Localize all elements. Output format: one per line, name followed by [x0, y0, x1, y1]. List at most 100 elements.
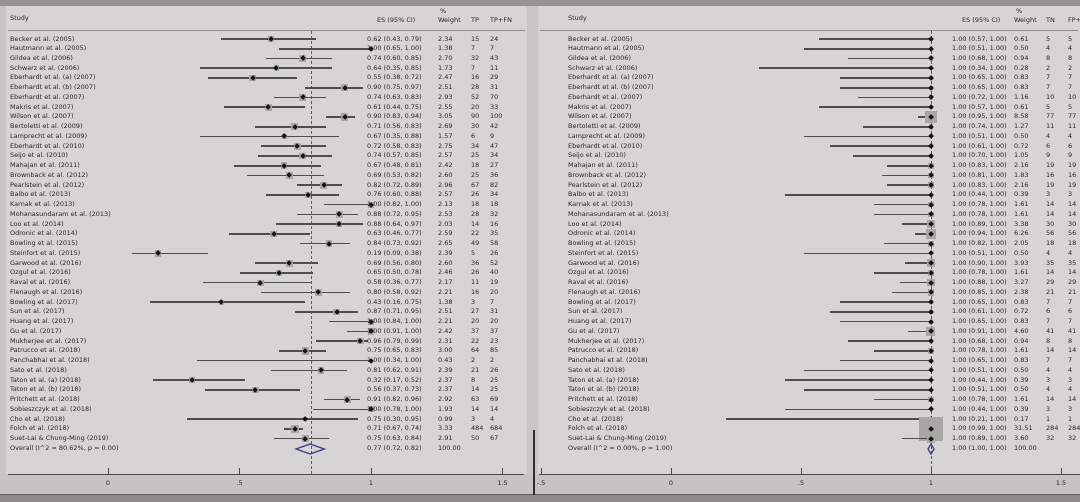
ci-line: [299, 242, 350, 245]
ci-line: [297, 213, 358, 216]
weight-value: 0.83: [1014, 73, 1029, 82]
weight-value: 2.51: [438, 83, 453, 92]
es-ci-value: 1.00 (0.65, 1.00): [367, 44, 422, 53]
n2-value: 5: [1068, 102, 1073, 111]
n2-value: 26: [490, 365, 499, 374]
panel-bg-left: [6, 6, 527, 474]
n2-value: 684: [490, 424, 503, 433]
es-ci-value: 0.32 (0.17, 0.52): [367, 375, 422, 384]
n1-value: 7: [471, 44, 476, 53]
weight-value: 2.53: [438, 209, 453, 218]
weight-value: 1.83: [1014, 170, 1029, 179]
n2-value: 29: [490, 73, 499, 82]
ci-line: [152, 379, 245, 381]
n1-value: 9: [1046, 151, 1051, 160]
study-label: Raval et al. (2016): [10, 278, 71, 287]
header-rule-right: [540, 30, 1078, 31]
study-label: Bertoletti et al. (2009): [10, 122, 83, 131]
x-axis-tick-label: 1.5: [497, 479, 508, 487]
ci-line: [234, 164, 322, 167]
ci-line: [873, 213, 931, 216]
weight-value: 31.51: [1014, 424, 1033, 433]
es-ci-value: 1.00 (0.51, 1.00): [952, 131, 1007, 140]
n1-value: 18: [1046, 239, 1055, 248]
n1-value: 5: [471, 248, 476, 257]
n1-value: 20: [471, 102, 480, 111]
study-label: Odronic et al. (2014): [568, 229, 636, 238]
n2-value: 52: [490, 258, 499, 267]
ci-line: [197, 359, 371, 362]
weight-value: 2.16: [1014, 180, 1029, 189]
ci-line: [886, 164, 931, 167]
es-ci-value: 1.00 (0.51, 1.00): [952, 365, 1007, 374]
n2-value: 41: [1068, 326, 1077, 335]
ci-line: [265, 57, 332, 60]
n2-value: 9: [490, 131, 495, 140]
overall-diamond: [927, 442, 935, 455]
n2-value: 11: [1068, 122, 1077, 131]
top-strip: [0, 0, 1080, 6]
weight-value: 0.39: [1014, 190, 1029, 199]
ci-line: [255, 125, 327, 128]
x-axis-tick-label: .5: [797, 479, 805, 487]
study-label: Loo et al. (2014): [10, 219, 64, 228]
x-axis-tick-label: 0: [105, 479, 111, 487]
es-ci-value: 0.75 (0.30, 0.95): [367, 414, 422, 423]
n1-value: 7: [1046, 317, 1051, 326]
es-ci-value: 1.00 (0.65, 1.00): [952, 73, 1007, 82]
ci-line: [202, 281, 311, 284]
n1-value: 7: [1046, 297, 1051, 306]
x-axis-tick-label: .5: [236, 479, 243, 487]
study-label: Odronic et al. (2014): [10, 229, 78, 238]
es-ci-value: 0.63 (0.46, 0.77): [367, 229, 422, 238]
es-ci-value: 1.00 (0.61, 1.00): [952, 307, 1007, 316]
n1-value: 14: [471, 404, 480, 413]
col-header-weight-pct: %: [1016, 7, 1023, 15]
ci-line: [323, 203, 371, 206]
study-label: Sato et al. (2018): [568, 365, 625, 374]
n2-value: 7: [1068, 297, 1073, 306]
footer-rule: [0, 494, 1080, 495]
study-label: Bowling et al. (2015): [568, 239, 636, 248]
n2-value: 77: [1068, 112, 1077, 121]
x-axis-tick: [930, 468, 932, 474]
study-label: Wilson et al. (2007): [10, 112, 74, 121]
weight-value: 2.39: [438, 248, 453, 257]
n2-value: 27: [490, 161, 499, 170]
weight-value: 2.05: [1014, 239, 1029, 248]
col-header-n2: TP+FN: [490, 16, 512, 24]
es-ci-value: 0.69 (0.53, 0.82): [367, 170, 422, 179]
n2-value: 7: [490, 297, 495, 306]
n1-value: 26: [471, 268, 480, 277]
ci-line: [273, 437, 329, 440]
study-label: Taton et al. (b) (2018): [10, 385, 82, 394]
es-ci-value: 0.81 (0.62, 0.91): [367, 365, 422, 374]
ci-line: [785, 408, 931, 411]
es-ci-value: 0.90 (0.75, 0.97): [367, 83, 422, 92]
n2-value: 14: [1068, 209, 1077, 218]
es-ci-value: 0.91 (0.82, 0.96): [367, 395, 422, 404]
ci-line: [305, 86, 364, 89]
weight-value: 0.72: [1014, 141, 1029, 150]
es-ci-value: 0.82 (0.72, 0.89): [367, 180, 422, 189]
n2-value: 7: [1068, 83, 1073, 92]
weight-value: 0.50: [1014, 365, 1029, 374]
n1-value: 6: [1046, 141, 1051, 150]
weight-value: 2.16: [1014, 161, 1029, 170]
n2-value: 19: [490, 278, 499, 287]
weight-value: 2.37: [438, 375, 453, 384]
n2-value: 4: [490, 414, 495, 423]
n2-value: 56: [1068, 229, 1077, 238]
panel-divider: [533, 430, 535, 495]
weight-value: 0.61: [1014, 102, 1029, 111]
col-header-n1: TN: [1046, 16, 1055, 24]
es-ci-value: 1.00 (0.78, 1.00): [952, 346, 1007, 355]
study-label: Schwarz et al. (2006): [568, 63, 638, 72]
study-label: Balbo et al. (2013): [10, 190, 71, 199]
ci-line: [347, 330, 371, 333]
ci-line: [873, 350, 931, 352]
es-ci-value: 0.80 (0.58, 0.92): [367, 287, 422, 296]
bottom-strip: [0, 495, 1080, 502]
n2-value: 16: [490, 219, 499, 228]
n1-value: 16: [471, 73, 480, 82]
